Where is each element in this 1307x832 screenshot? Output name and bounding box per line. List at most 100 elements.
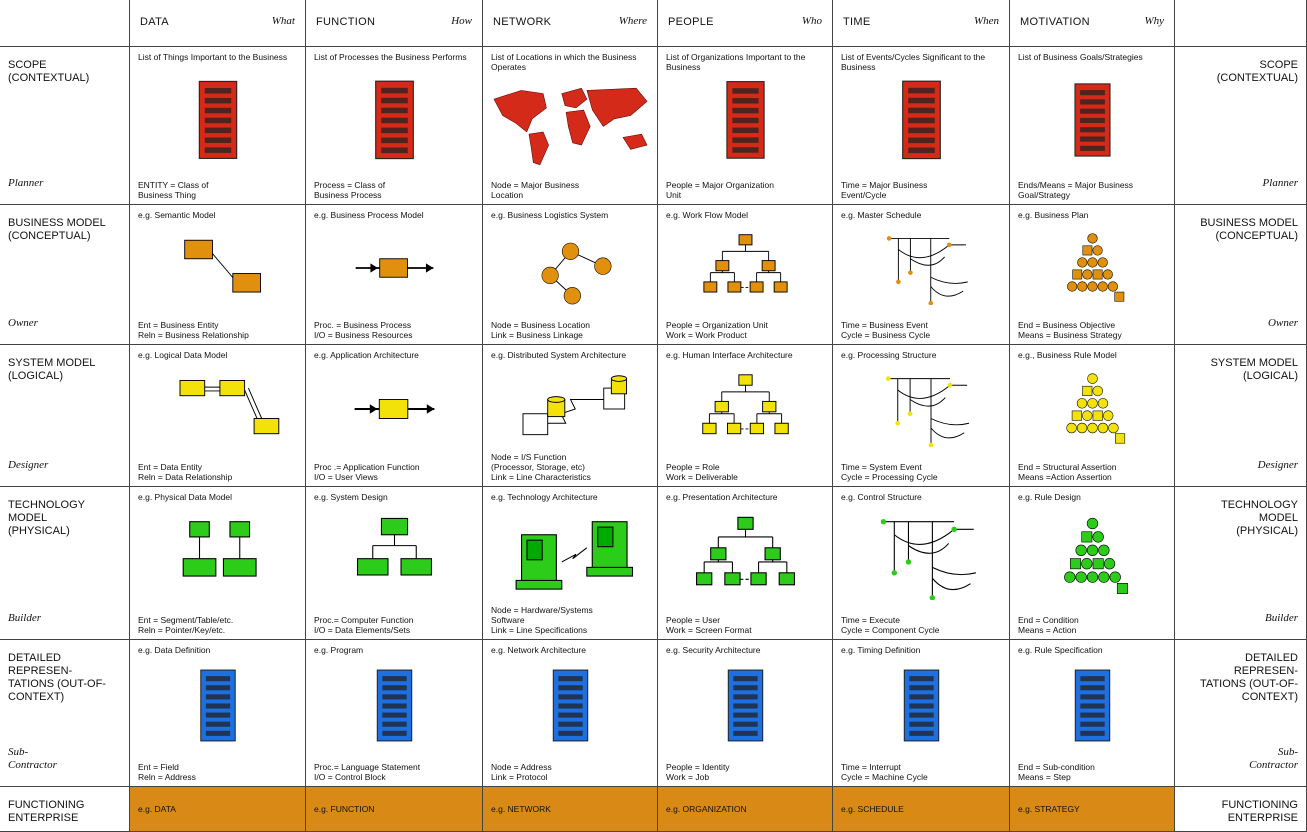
cell-icon — [880, 518, 977, 600]
icon-shape — [930, 286, 964, 297]
framework-cell: e.g. Data Definition Ent = Field Reln = Ad… — [130, 640, 306, 787]
definition-line: Node = Address — [491, 762, 552, 772]
icon-shape — [1087, 233, 1098, 244]
icon-shape — [558, 694, 583, 700]
definition-line: Unit — [666, 190, 682, 200]
icon-shape — [253, 418, 280, 435]
icon-shape — [622, 133, 648, 150]
icon-shape — [733, 685, 758, 691]
cell-definition: Node = Business Location Link = Business … — [491, 320, 651, 340]
icon-shape — [1092, 269, 1103, 280]
icon-shape — [1070, 558, 1081, 570]
icon-shape — [895, 420, 901, 426]
icon-shape — [774, 422, 789, 435]
cell-definition: Ent = Field Reln = Address — [138, 762, 299, 782]
cell-heading: e.g. Data Definition — [138, 645, 211, 655]
icon-shape — [381, 147, 408, 154]
definition-line: People = Major Organization — [666, 180, 774, 190]
cell-definition: People = Identity Work = Job — [666, 762, 826, 782]
icon-shape — [703, 281, 718, 293]
framework-cell: List of Locations in which the Business … — [483, 47, 658, 205]
icon-shape — [382, 721, 407, 727]
definition-line: I/O = Business Resources — [314, 330, 413, 340]
icon-shape — [1102, 410, 1114, 421]
cell-icon — [1064, 517, 1128, 594]
icon-shape — [382, 712, 407, 718]
definition-line: Work = Work Product — [666, 330, 747, 340]
column-title: TIME — [843, 16, 871, 28]
icon-shape — [382, 703, 407, 709]
corner-cell — [1175, 0, 1307, 47]
icon-shape — [928, 300, 934, 305]
icon-shape — [547, 399, 604, 424]
definition-line: ENTITY = Class of — [138, 180, 209, 190]
icon-shape — [561, 242, 580, 260]
definition-line: Link = Line Characteristics — [491, 472, 591, 482]
row-role: Designer — [1257, 459, 1298, 471]
row-header: DETAILED REPRESEN- TATIONS (OUT-OF- CONT… — [0, 640, 130, 787]
icon-shape — [493, 87, 648, 166]
icon-shape — [244, 389, 259, 421]
definition-line: Work = Screen Format — [666, 625, 752, 635]
definition-line: Means = Step — [1018, 772, 1071, 782]
icon-shape — [1080, 685, 1105, 691]
cell-icon — [354, 399, 435, 419]
icon-shape — [1071, 410, 1082, 421]
column-question: Why — [1144, 15, 1164, 27]
definition-line: End = Sub-condition — [1018, 762, 1095, 772]
definition-line: People = Role — [666, 462, 720, 472]
cell-heading: e.g. Business Plan — [1018, 210, 1089, 220]
icon-shape — [908, 107, 935, 114]
icon-shape — [1082, 385, 1093, 396]
row-label: SCOPE (CONTEXTUAL) — [8, 59, 90, 84]
cell-definition: People = Major Organization Unit — [666, 180, 826, 200]
row-label: DETAILED REPRESEN- TATIONS (OUT-OF- CONT… — [1200, 652, 1298, 703]
icon-shape — [1092, 558, 1104, 570]
icon-shape — [1115, 433, 1126, 444]
icon-shape — [1098, 571, 1110, 583]
icon-shape — [1097, 257, 1108, 268]
icon-shape — [738, 374, 753, 386]
icon-shape — [1080, 136, 1105, 142]
framework-cell: e.g. Technology Architecture Node = Hard… — [483, 487, 658, 640]
icon-shape — [1092, 410, 1103, 421]
cell-icon — [885, 376, 970, 447]
cell-heading: e.g. Processing Structure — [841, 350, 937, 360]
definition-line: Cycle = Business Cycle — [841, 330, 931, 340]
cell-icon — [355, 258, 434, 278]
row-label: FUNCTIONING ENTERPRISE — [1221, 799, 1298, 824]
cell-heading: e.g. Logical Data Model — [138, 350, 228, 360]
icon-shape — [1077, 281, 1088, 292]
definition-line: Software — [491, 615, 525, 625]
cell-icon — [1067, 233, 1125, 302]
cell-definition: Proc.= Computer Function I/O = Data Eleme… — [314, 615, 476, 635]
cell-icon — [493, 87, 648, 166]
icon-shape — [737, 516, 754, 530]
cell-definition: Ent = Data Entity Reln = Data Relationshi… — [138, 462, 299, 482]
cell-definition: Time = Interrupt Cycle = Machine Cycle — [841, 762, 1003, 782]
icon-shape — [733, 721, 758, 727]
icon-shape — [379, 258, 408, 278]
definition-line: Goal/Strategy — [1018, 190, 1070, 200]
icon-shape — [910, 256, 945, 266]
icon-shape — [932, 566, 977, 576]
icon-shape — [1080, 127, 1105, 133]
row-role: Builder — [1265, 612, 1298, 624]
framework-cell: List of Organizations Important to the B… — [658, 47, 833, 205]
cell-definition: Time = Execute Cycle = Component Cycle — [841, 615, 1003, 635]
icon-shape — [382, 685, 407, 691]
definition-line: Event/Cycle — [841, 190, 887, 200]
icon-shape — [232, 273, 262, 293]
definition-line: Proc.= Computer Function — [314, 615, 414, 625]
definition-line: Cycle = Machine Cycle — [841, 772, 928, 782]
cell-icon — [541, 242, 612, 305]
icon-shape — [205, 712, 231, 718]
icon-shape — [708, 385, 783, 430]
cell-icon — [552, 669, 589, 742]
icon-shape — [558, 712, 583, 718]
icon-shape — [1080, 117, 1105, 124]
icon-shape — [558, 703, 583, 709]
cell-definition: Node = Hardware/Systems Software Link = Li… — [491, 605, 651, 635]
cell-heading: e.g. Distributed System Architecture — [491, 350, 627, 360]
cell-definition: End = Sub-condition Means = Step — [1018, 762, 1168, 782]
